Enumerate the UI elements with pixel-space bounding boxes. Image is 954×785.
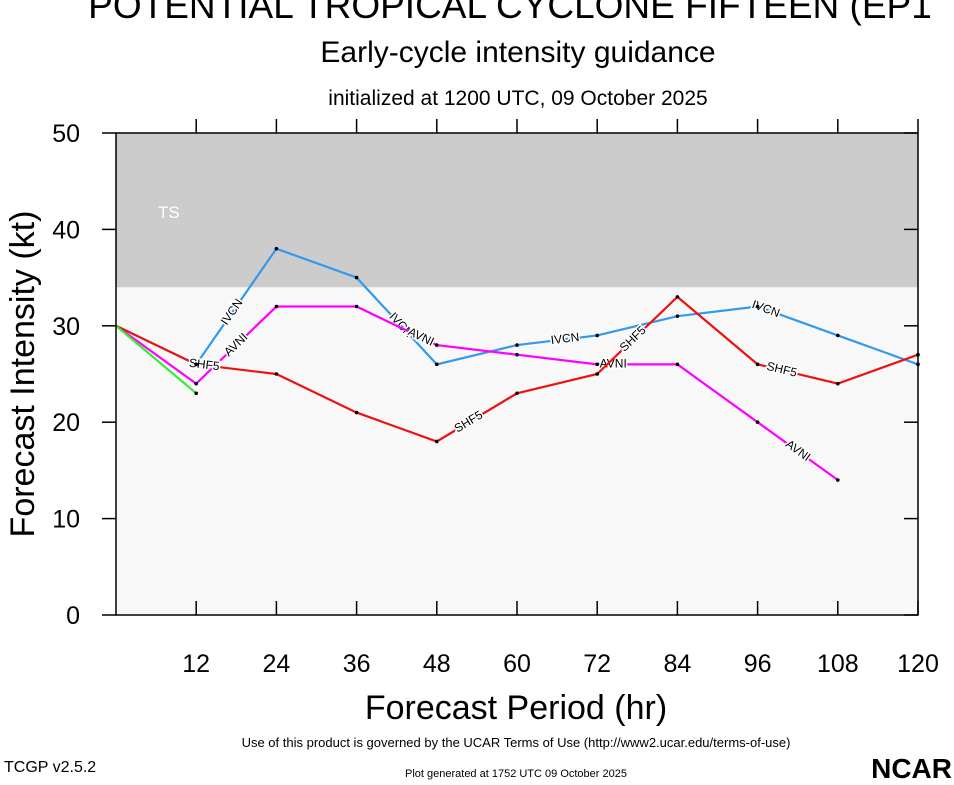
x-tick-label: 12	[182, 650, 210, 678]
generated: Plot generated at 1752 UTC 09 October 20…	[405, 768, 627, 780]
data-point	[354, 304, 359, 309]
x-tick-label: 96	[744, 650, 772, 678]
init-time: initialized at 1200 UTC, 09 October 2025	[328, 87, 707, 110]
data-point	[755, 362, 760, 367]
data-point	[274, 246, 279, 251]
data-point	[836, 333, 840, 338]
chart-subtitle: Early-cycle intensity guidance	[320, 36, 715, 69]
data-point	[836, 478, 840, 482]
y-tick-label: 30	[52, 313, 80, 341]
x-tick-label: 120	[897, 650, 939, 678]
x-axis-label: Forecast Period (hr)	[365, 689, 667, 727]
x-tick-label: 36	[343, 650, 371, 678]
y-tick-label: 0	[66, 602, 80, 630]
line-label: AVNI	[600, 357, 627, 371]
version: TCGP v2.5.2	[4, 759, 96, 776]
intensity-band	[116, 133, 918, 288]
x-tick-label: 48	[423, 650, 451, 678]
series-line	[115, 324, 197, 395]
chart-title: POTENTIAL TROPICAL CYCLONE FIFTEEN (EP1	[88, 0, 932, 26]
y-tick-label: 40	[52, 216, 80, 244]
data-point	[354, 410, 359, 415]
y-tick-label: 10	[52, 506, 80, 534]
data-point	[515, 352, 519, 357]
data-point	[354, 275, 359, 280]
data-point	[595, 372, 599, 376]
line-label: SHF5	[188, 356, 220, 374]
data-point	[435, 343, 439, 347]
series-line	[115, 305, 839, 481]
band-label: TS	[158, 203, 180, 222]
footer: Use of this product is governed by the U…	[242, 735, 791, 750]
x-tick-label: 72	[583, 650, 611, 678]
data-point	[675, 314, 680, 318]
y-axis-label: Forecast Intensity (kt)	[4, 211, 42, 538]
data-point	[595, 333, 599, 338]
x-tick-label: 108	[817, 650, 859, 678]
data-point	[274, 372, 279, 376]
data-point	[755, 304, 760, 309]
data-point	[194, 362, 198, 367]
data-point	[755, 420, 760, 425]
logo: NCAR	[871, 753, 952, 780]
data-point	[435, 439, 439, 444]
data-point	[675, 295, 680, 299]
data-point	[675, 362, 680, 367]
x-tick-label: 84	[663, 650, 691, 678]
y-tick-label: 50	[52, 120, 80, 148]
data-point	[194, 381, 198, 386]
data-point	[836, 381, 840, 386]
data-point	[515, 343, 519, 347]
data-point	[515, 391, 519, 396]
data-point	[435, 362, 439, 367]
plot-area: TS	[116, 133, 918, 615]
data-point	[595, 362, 599, 367]
data-point	[274, 304, 279, 309]
line-label: IVCN	[550, 330, 580, 347]
data-point	[194, 391, 198, 396]
x-tick-label: 24	[262, 650, 290, 678]
x-tick-label: 60	[503, 650, 531, 678]
y-tick-label: 20	[52, 409, 80, 437]
